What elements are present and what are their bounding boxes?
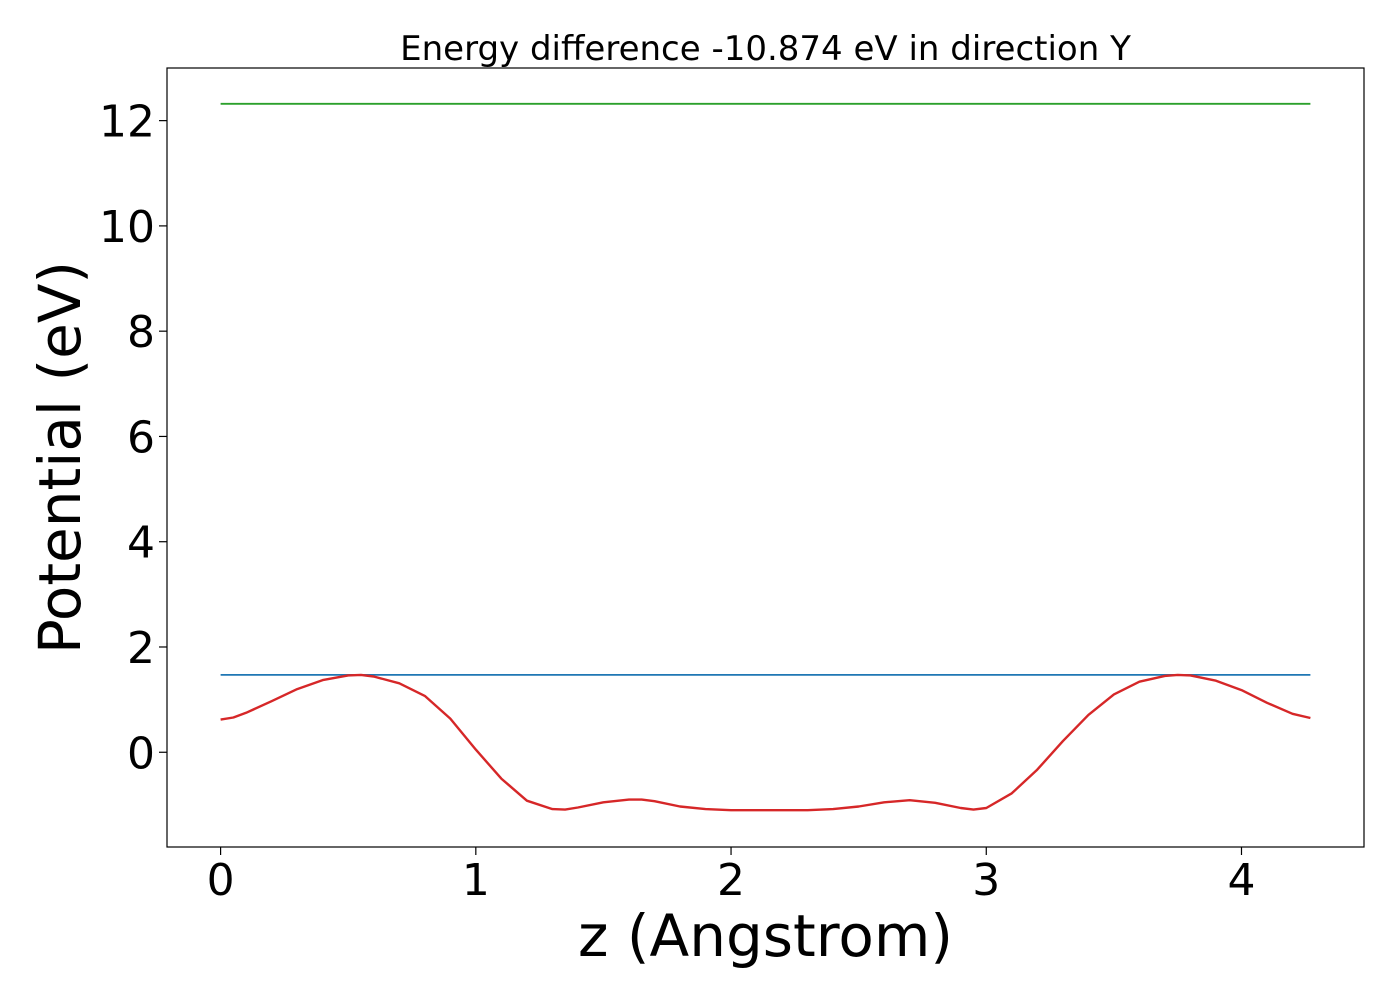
y-tick-label: 10 <box>99 202 155 253</box>
y-tick-label: 8 <box>127 307 155 358</box>
x-tick-label: 2 <box>717 855 745 906</box>
x-axis-label: z (Angstrom) <box>578 902 953 970</box>
series-line-2 <box>220 673 1311 812</box>
x-axis: 0 1 2 3 4 <box>207 847 1255 906</box>
series-layer <box>220 102 1311 812</box>
y-tick-label: 6 <box>127 412 155 463</box>
y-tick-label: 12 <box>99 97 155 148</box>
y-axis: 0 2 4 6 8 10 12 <box>99 97 167 779</box>
y-tick-label: 4 <box>127 518 155 569</box>
y-tick-label: 2 <box>127 623 155 674</box>
y-tick-label: 0 <box>127 728 155 779</box>
x-tick-label: 3 <box>972 855 1000 906</box>
plot-frame <box>166 67 1365 848</box>
chart-title: Energy difference -10.874 eV in directio… <box>400 29 1131 69</box>
y-axis-label: Potential (eV) <box>26 261 94 654</box>
x-tick-label: 1 <box>462 855 490 906</box>
x-tick-label: 4 <box>1227 855 1255 906</box>
x-tick-label: 0 <box>207 855 235 906</box>
